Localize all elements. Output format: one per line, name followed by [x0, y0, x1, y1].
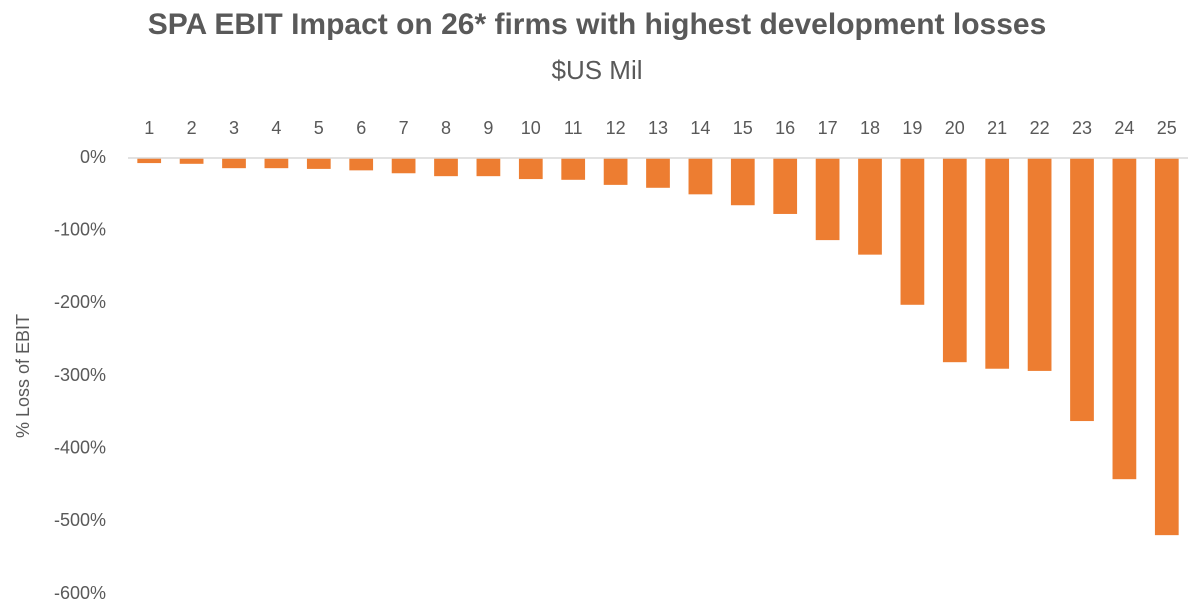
bar — [434, 158, 458, 177]
x-tick-label: 15 — [733, 118, 753, 138]
y-tick-label: -300% — [54, 365, 106, 385]
bar — [179, 158, 204, 164]
bar — [476, 158, 501, 177]
y-tick-label: -500% — [54, 510, 106, 530]
x-tick-label: 24 — [1114, 118, 1134, 138]
bar — [391, 158, 416, 174]
x-tick-label: 3 — [229, 118, 239, 138]
x-tick-label: 21 — [987, 118, 1007, 138]
chart-title: SPA EBIT Impact on 26* firms with highes… — [148, 8, 1047, 41]
x-tick-label: 11 — [564, 118, 583, 138]
chart-subtitle: $US Mil — [551, 55, 642, 85]
x-tick-label: 18 — [860, 118, 880, 138]
x-tick-label: 14 — [690, 118, 710, 138]
bar — [688, 158, 713, 195]
y-tick-label: -600% — [54, 583, 106, 603]
bar — [603, 158, 628, 185]
bar — [518, 158, 543, 180]
bar — [900, 158, 925, 305]
bar — [561, 158, 586, 180]
bar — [815, 158, 840, 241]
x-tick-label: 22 — [1030, 118, 1050, 138]
bar — [1154, 158, 1179, 536]
bar — [858, 158, 882, 255]
x-tick-label: 2 — [187, 118, 197, 138]
bar — [349, 158, 374, 171]
x-tick-label: 19 — [902, 118, 922, 138]
bar — [985, 158, 1010, 369]
bar — [306, 158, 331, 169]
bar — [1112, 158, 1137, 480]
x-tick-label: 25 — [1157, 118, 1177, 138]
y-tick-label: -400% — [54, 437, 106, 457]
bar — [137, 158, 162, 164]
bar — [730, 158, 755, 206]
bar — [222, 158, 246, 169]
bar — [646, 158, 670, 188]
x-tick-label: 7 — [399, 118, 409, 138]
x-tick-label: 16 — [775, 118, 795, 138]
x-tick-label: 17 — [818, 118, 838, 138]
x-tick-label: 10 — [521, 118, 541, 138]
x-tick-label: 4 — [271, 118, 281, 138]
bar — [773, 158, 798, 214]
bar — [1070, 158, 1094, 422]
x-tick-label: 8 — [441, 118, 451, 138]
bar — [942, 158, 967, 363]
x-tick-label: 20 — [945, 118, 965, 138]
y-axis-title: % Loss of EBIT — [13, 314, 33, 438]
x-tick-label: 12 — [606, 118, 626, 138]
x-tick-label: 5 — [314, 118, 324, 138]
bar — [264, 158, 289, 169]
y-tick-label: -200% — [54, 292, 106, 312]
y-tick-label: -100% — [54, 219, 106, 239]
x-tick-label: 13 — [648, 118, 668, 138]
y-tick-label: 0% — [80, 147, 106, 167]
x-tick-label: 6 — [356, 118, 366, 138]
x-tick-label: 23 — [1072, 118, 1092, 138]
x-tick-label: 1 — [144, 118, 154, 138]
x-tick-label: 9 — [483, 118, 493, 138]
bar — [1027, 158, 1052, 371]
